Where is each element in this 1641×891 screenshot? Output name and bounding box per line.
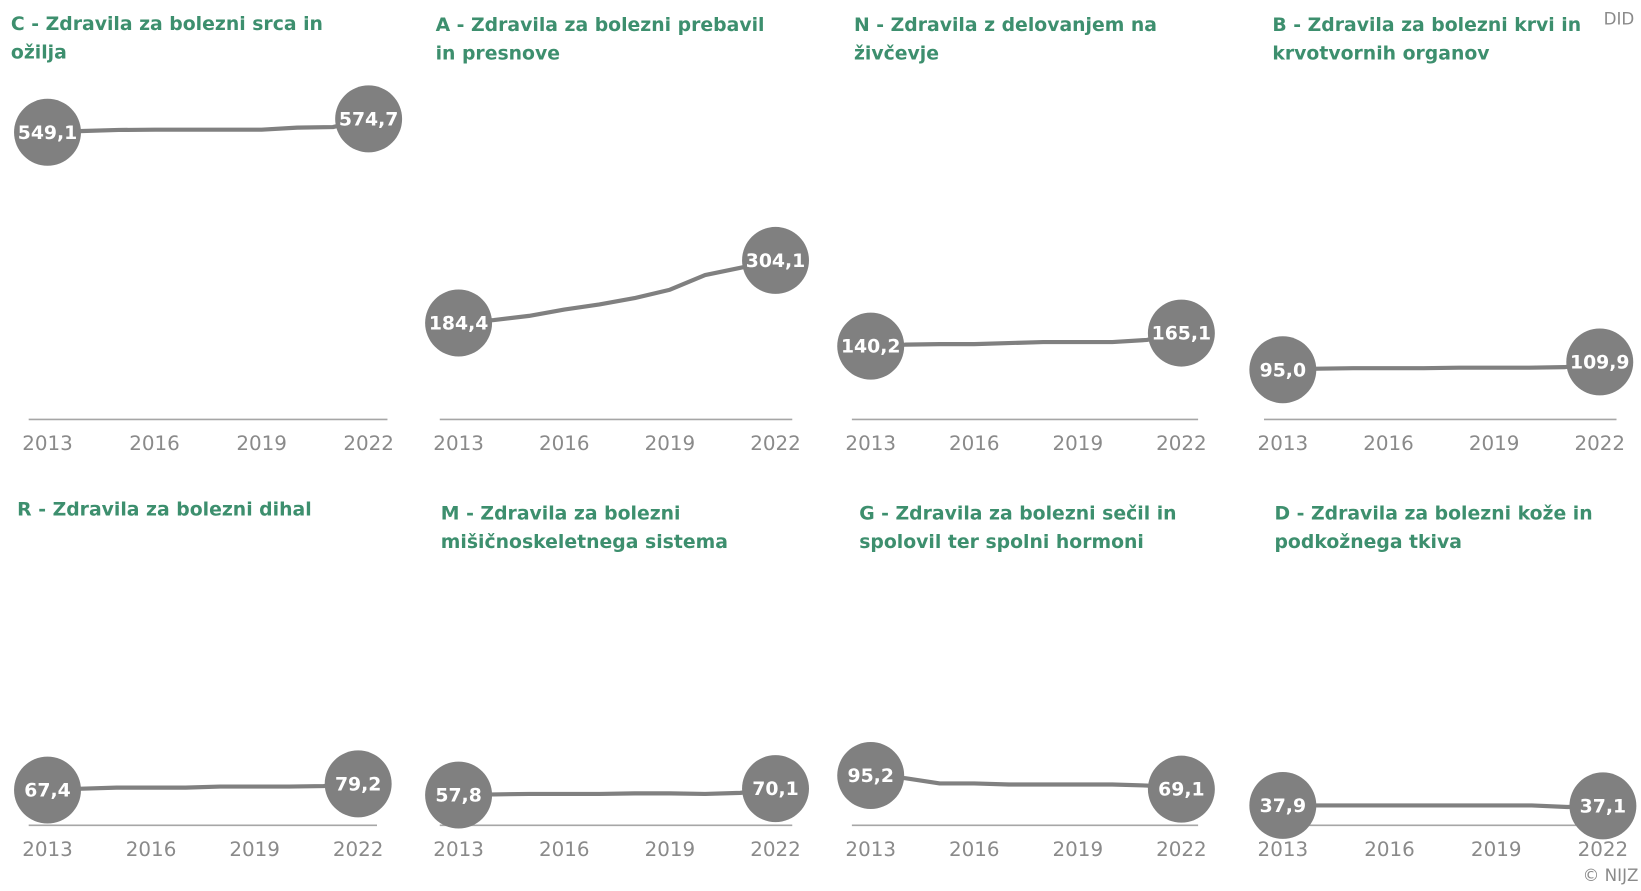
value-label: 95,2 bbox=[847, 766, 893, 787]
x-tick-label: 2019 bbox=[645, 838, 696, 861]
value-label: 165,1 bbox=[1152, 324, 1212, 345]
chart-title: G - Zdravila za bolezni sečil in spolovil… bbox=[859, 503, 1176, 552]
x-tick-label: 2016 bbox=[1364, 838, 1415, 861]
x-tick-label: 2013 bbox=[22, 838, 73, 861]
point-marker bbox=[1569, 772, 1637, 840]
line bbox=[47, 781, 359, 793]
chart-title: R - Zdravila za bolezni dihal bbox=[17, 499, 311, 520]
x-tick-label: 2016 bbox=[949, 432, 1000, 455]
value-label: 70,1 bbox=[752, 779, 798, 800]
point-marker bbox=[14, 756, 81, 824]
line bbox=[870, 773, 1182, 792]
x-tick-label: 2019 bbox=[645, 432, 696, 455]
title-line: ožilja bbox=[11, 42, 67, 63]
title-line: N - Zdravila z delovanjem na bbox=[854, 15, 1157, 36]
value-label: 184,4 bbox=[429, 314, 489, 335]
point-marker bbox=[742, 226, 809, 294]
title-line: spolovil ter spolni hormoni bbox=[859, 531, 1144, 552]
point-marker bbox=[335, 85, 403, 153]
x-tick-label: 2019 bbox=[1471, 838, 1522, 861]
point-marker bbox=[324, 750, 392, 818]
title-line: živčevje bbox=[854, 43, 939, 64]
x-tick-label: 2016 bbox=[1363, 432, 1414, 455]
x-tick-label: 2013 bbox=[845, 838, 896, 861]
title-line: krvotvornih organov bbox=[1272, 43, 1489, 64]
point-marker bbox=[742, 755, 809, 823]
value-label: 304,1 bbox=[746, 251, 806, 272]
value-label: 140,2 bbox=[841, 337, 901, 358]
chart-title: A - Zdravila za bolezni prebavil in presn… bbox=[436, 15, 765, 64]
chart-title: N - Zdravila z delovanjem na živčevje bbox=[854, 15, 1157, 64]
title-line: R - Zdravila za bolezni dihal bbox=[17, 499, 311, 520]
value-label: 69,1 bbox=[1158, 780, 1204, 801]
x-tick-label: 2013 bbox=[845, 432, 896, 455]
x-tick-label: 2013 bbox=[22, 432, 73, 455]
title-line: C - Zdravila za bolezni srca in bbox=[11, 14, 323, 35]
x-tick-label: 2019 bbox=[1469, 432, 1520, 455]
title-line: G - Zdravila za bolezni sečil in bbox=[859, 503, 1176, 524]
line bbox=[47, 116, 370, 135]
title-line: mišičnoskeletnega sistema bbox=[441, 531, 728, 552]
point-marker bbox=[837, 742, 905, 809]
line bbox=[1282, 359, 1601, 372]
x-tick-label: 2016 bbox=[129, 432, 180, 455]
x-tick-label: 2022 bbox=[333, 838, 384, 861]
x-tick-label: 2019 bbox=[229, 838, 280, 861]
point-marker bbox=[837, 312, 905, 380]
point-marker bbox=[1147, 299, 1215, 367]
x-tick-label: 2013 bbox=[433, 432, 484, 455]
title-line: B - Zdravila za bolezni krvi in bbox=[1272, 15, 1581, 36]
point-marker bbox=[425, 761, 493, 829]
point-marker bbox=[1249, 771, 1317, 839]
x-tick-label: 2022 bbox=[343, 432, 394, 455]
line bbox=[870, 331, 1182, 349]
x-tick-label: 2013 bbox=[1258, 432, 1309, 455]
chart-title: D - Zdravila za bolezni kože in podkožneg… bbox=[1274, 503, 1592, 552]
x-tick-label: 2016 bbox=[126, 838, 177, 861]
unit-label: DID bbox=[1604, 8, 1635, 28]
value-label: 67,4 bbox=[24, 781, 70, 802]
title-line: in presnove bbox=[436, 43, 560, 64]
x-tick-label: 2013 bbox=[433, 838, 484, 861]
title-line: podkožnega tkiva bbox=[1274, 531, 1462, 552]
x-tick-label: 2019 bbox=[1053, 432, 1104, 455]
x-tick-label: 2022 bbox=[750, 838, 801, 861]
point-marker bbox=[14, 98, 81, 166]
x-tick-label: 2022 bbox=[1156, 838, 1207, 861]
x-tick-label: 2013 bbox=[1258, 838, 1309, 861]
x-tick-label: 2019 bbox=[236, 432, 287, 455]
source: © NIJZ bbox=[1583, 865, 1639, 885]
line bbox=[458, 258, 776, 326]
x-tick-label: 2016 bbox=[949, 838, 1000, 861]
line bbox=[458, 786, 776, 798]
point-marker bbox=[1249, 336, 1317, 404]
x-tick-label: 2022 bbox=[1574, 432, 1625, 455]
value-label: 574,7 bbox=[339, 109, 399, 130]
x-tick-label: 2016 bbox=[539, 432, 590, 455]
point-marker bbox=[425, 289, 493, 357]
title-line: D - Zdravila za bolezni kože in bbox=[1274, 503, 1592, 524]
x-tick-label: 2022 bbox=[1578, 838, 1629, 861]
value-label: 95,0 bbox=[1260, 360, 1306, 381]
x-tick-label: 2016 bbox=[539, 838, 590, 861]
chart-title: M - Zdravila za bolezni mišičnoskeletnega… bbox=[441, 503, 728, 552]
x-tick-label: 2022 bbox=[1156, 432, 1207, 455]
value-label: 57,8 bbox=[435, 786, 481, 807]
chart-title: B - Zdravila za bolezni krvi in krvotvorn… bbox=[1272, 15, 1581, 64]
line bbox=[1282, 803, 1603, 810]
point-marker bbox=[1566, 328, 1634, 396]
title-line: A - Zdravila za bolezni prebavil bbox=[436, 15, 765, 36]
x-tick-label: 2019 bbox=[1053, 838, 1104, 861]
point-marker bbox=[1147, 755, 1215, 823]
value-label: 549,1 bbox=[18, 123, 78, 144]
value-label: 109,9 bbox=[1570, 353, 1630, 374]
value-label: 79,2 bbox=[335, 774, 381, 795]
chart-title: C - Zdravila za bolezni srca in ožilja bbox=[11, 14, 323, 63]
value-label: 37,1 bbox=[1580, 796, 1626, 817]
x-tick-label: 2022 bbox=[750, 432, 801, 455]
value-label: 37,9 bbox=[1260, 796, 1306, 817]
title-line: M - Zdravila za bolezni bbox=[441, 503, 681, 524]
